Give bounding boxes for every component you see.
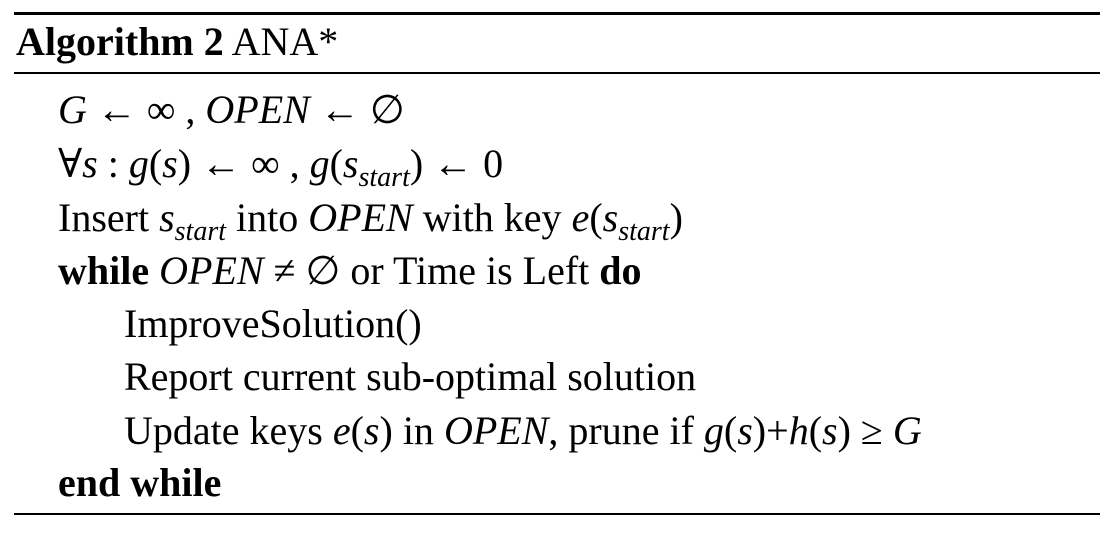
algorithm-line-3: Insert sstart into OPEN with key e(sstar… xyxy=(58,194,683,246)
algorithm-line-8: end while xyxy=(58,459,221,507)
var-OPEN: OPEN xyxy=(205,87,310,132)
func-e: e xyxy=(571,195,590,240)
call-improve-solution: ImproveSolution() xyxy=(124,301,422,346)
var-s: s xyxy=(737,408,753,453)
var-OPEN: OPEN xyxy=(159,248,264,293)
algorithm-label: Algorithm 2 xyxy=(16,19,224,64)
algorithm-line-4: while OPEN ≠ ∅ or Time is Left do xyxy=(58,247,642,295)
var-s: s xyxy=(342,141,359,186)
var-OPEN: OPEN xyxy=(443,408,549,453)
text-in: ) in xyxy=(379,408,444,453)
algorithm-line-7: Update keys e(s) in OPEN, prune if g(s)+… xyxy=(124,407,922,455)
algorithm-line-2: ∀s : g(s) ← ∞ , g(sstart) ← 0 xyxy=(58,140,504,192)
algorithm-caption: Algorithm 2 ANA* xyxy=(16,18,338,66)
subscript-start: start xyxy=(358,162,410,193)
var-s: s xyxy=(82,141,98,186)
var-s: s xyxy=(822,408,838,453)
paren-open: ( xyxy=(329,141,343,186)
text-into: into xyxy=(226,195,309,240)
algorithm-line-6: Report current sub-optimal solution xyxy=(124,353,696,401)
paren-open: ( xyxy=(350,408,364,453)
text-update-keys: Update keys xyxy=(124,408,333,453)
paren-open: ( xyxy=(723,408,738,453)
var-G: G xyxy=(58,87,87,132)
paren-open: ( xyxy=(589,195,603,240)
text-report-solution: Report current sub-optimal solution xyxy=(124,354,697,399)
func-g: g xyxy=(128,141,149,186)
keyword-end-while: end while xyxy=(58,460,222,505)
func-e: e xyxy=(332,408,351,453)
var-OPEN: OPEN xyxy=(308,195,413,240)
condition-text: ≠ ∅ or Time is Left xyxy=(263,248,600,293)
algorithm-line-1: G ← ∞ , OPEN ← ∅ xyxy=(58,86,405,134)
paren-open: ( xyxy=(148,141,163,186)
assign-infinity: ) ← ∞ , xyxy=(177,141,310,186)
func-g: g xyxy=(703,408,724,453)
space xyxy=(149,248,159,293)
var-G: G xyxy=(892,408,922,453)
subscript-start: start xyxy=(618,216,670,247)
var-s: s xyxy=(602,195,619,240)
algorithm-name: ANA* xyxy=(231,19,339,64)
algorithm-line-5: ImproveSolution() xyxy=(124,300,422,348)
func-h: h xyxy=(788,408,809,453)
paren-open: ( xyxy=(808,408,823,453)
geq-sign: ) ≥ xyxy=(837,408,893,453)
assign-infinity: ← ∞ , xyxy=(86,87,206,132)
text-with-key: with key xyxy=(412,195,572,240)
caption-rule xyxy=(14,72,1100,74)
var-s: s xyxy=(159,195,175,240)
var-s: s xyxy=(363,408,380,453)
keyword-do: do xyxy=(599,248,642,293)
func-g: g xyxy=(309,141,330,186)
text-insert: Insert xyxy=(58,195,160,240)
paren-plus: )+ xyxy=(752,408,789,453)
assign-empty: ← ∅ xyxy=(309,87,405,132)
bottom-rule xyxy=(14,513,1100,515)
text-prune-if: , prune if xyxy=(548,408,704,453)
paren-close: ) xyxy=(669,195,683,240)
assign-zero: ) ← 0 xyxy=(409,141,504,186)
var-s: s xyxy=(162,141,178,186)
top-rule xyxy=(14,12,1100,15)
keyword-while: while xyxy=(58,248,150,293)
subscript-start: start xyxy=(174,216,227,247)
colon: : xyxy=(97,141,129,186)
forall-symbol: ∀ xyxy=(58,141,83,186)
